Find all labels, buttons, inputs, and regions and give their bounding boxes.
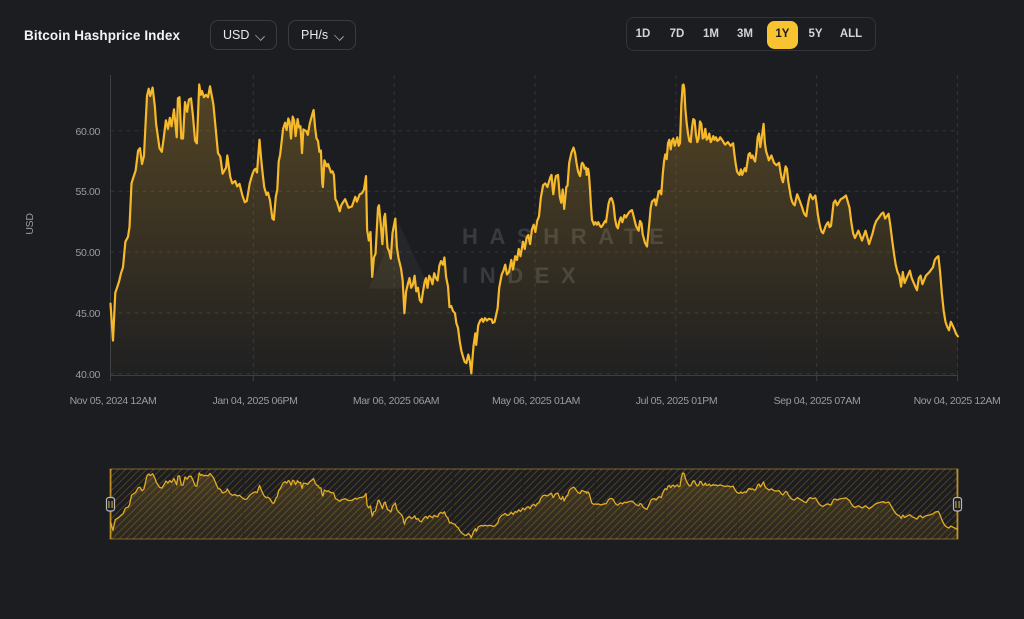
svg-text:May 06, 2025 01AM: May 06, 2025 01AM: [492, 395, 580, 407]
svg-text:50.00: 50.00: [75, 247, 100, 259]
svg-text:Nov 05, 2024 12AM: Nov 05, 2024 12AM: [70, 395, 157, 407]
svg-text:40.00: 40.00: [75, 369, 100, 381]
svg-text:Jul 05, 2025 01PM: Jul 05, 2025 01PM: [636, 395, 718, 407]
svg-text:Nov 04, 2025 12AM: Nov 04, 2025 12AM: [914, 395, 1001, 407]
svg-text:Sep 04, 2025 07AM: Sep 04, 2025 07AM: [774, 395, 861, 407]
svg-text:USD: USD: [24, 213, 36, 235]
svg-text:Mar 06, 2025 06AM: Mar 06, 2025 06AM: [353, 395, 439, 407]
svg-text:55.00: 55.00: [75, 186, 100, 198]
svg-text:60.00: 60.00: [75, 126, 100, 138]
svg-text:45.00: 45.00: [75, 308, 100, 320]
svg-text:Jan 04, 2025 06PM: Jan 04, 2025 06PM: [212, 395, 297, 407]
